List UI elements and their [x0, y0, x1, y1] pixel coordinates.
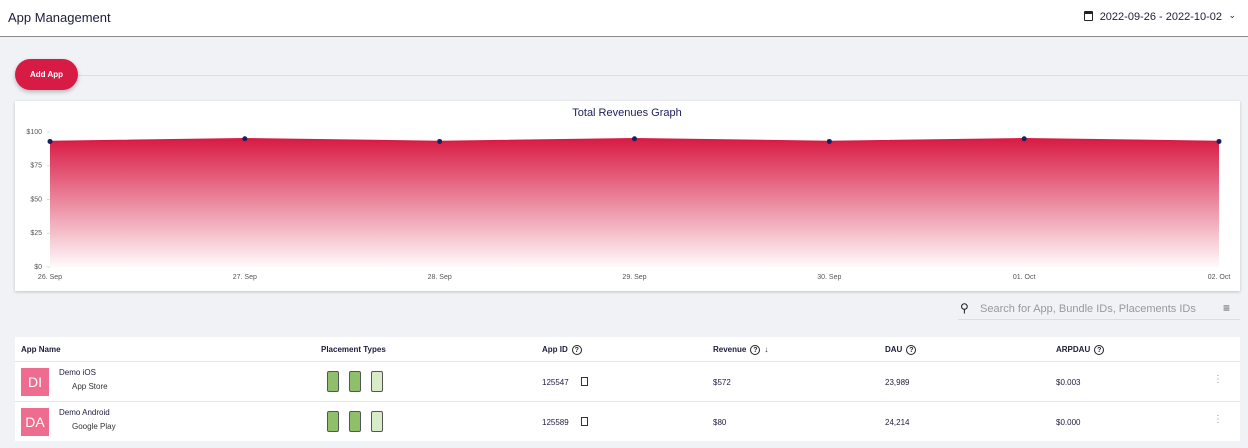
chart-title: Total Revenues Graph	[572, 107, 681, 119]
page-title: App Management	[8, 10, 111, 25]
placement-icon	[327, 411, 339, 432]
x-tick-label: 01. Oct	[1013, 274, 1036, 281]
dau: 23,989	[885, 378, 910, 387]
dropdown-icon[interactable]: ⌄	[1228, 10, 1236, 20]
point	[437, 138, 443, 144]
filter-icon[interactable]: ≡	[1222, 301, 1230, 315]
chart: Total Revenues Graph $0 $25 $50 $75 $100 26. …	[26, 107, 1231, 281]
column-header: ARPDAU?	[1056, 345, 1105, 355]
column-title: App Name	[21, 345, 61, 354]
column-title: DAU	[885, 345, 903, 355]
row-menu[interactable]: ⋮	[1213, 374, 1223, 385]
copy-icon	[581, 417, 588, 426]
x-tick-label: 30. Sep	[817, 274, 841, 281]
column-title: App ID	[542, 345, 568, 355]
placement-icon	[371, 371, 383, 392]
x-tick-label: 27. Sep	[233, 274, 257, 281]
arpdau: $0.003	[1056, 378, 1081, 387]
column-header: Revenue? ↓	[713, 345, 768, 355]
column-header: App Name	[21, 345, 61, 354]
y-tick-label: $75	[30, 163, 42, 170]
point	[1216, 138, 1222, 144]
calendar-icon	[1084, 11, 1093, 21]
point	[826, 138, 832, 144]
sort-icon: ↓	[764, 345, 769, 355]
table-row: DI Demo iOS App Store 125547 $572 23,989 $0.00…	[15, 361, 1240, 401]
column-header: DAU?	[885, 345, 917, 355]
app-table: App Name Placement Types App ID? Revenue? ↓ D…	[15, 337, 1240, 441]
store-name: App Store	[72, 382, 108, 391]
app-name: Demo iOS	[59, 368, 96, 377]
dau: 24,214	[885, 418, 910, 427]
divider	[78, 75, 1248, 76]
point	[47, 138, 53, 144]
app-avatar: DI	[21, 368, 49, 396]
x-tick-label: 28. Sep	[428, 274, 452, 281]
placement-icon	[327, 371, 339, 392]
column-title: Placement Types	[321, 345, 386, 354]
app-name: Demo Android	[59, 408, 110, 417]
y-tick-label: $25	[30, 230, 42, 237]
area	[50, 138, 1219, 267]
search-placeholder: Search for App, Bundle IDs, Placements I…	[980, 303, 1196, 315]
placement-icon	[349, 371, 361, 392]
column-title: ARPDAU	[1056, 345, 1091, 355]
placement-icon	[349, 411, 361, 432]
search-icon: ⚲	[960, 301, 969, 315]
column-header: Placement Types	[321, 345, 386, 354]
point	[242, 136, 248, 142]
header: App Management 2022-09-26 - 2022-10-02 ⌄	[0, 0, 1248, 37]
placement-icon	[371, 411, 383, 432]
store-name: Google Play	[72, 422, 116, 431]
help-icon: ?	[1094, 345, 1105, 355]
column-title: Revenue	[713, 345, 747, 355]
x-tick-label: 26. Sep	[38, 274, 62, 281]
point	[632, 136, 637, 142]
x-tick-label: 02. Oct	[1208, 274, 1231, 281]
revenue: $572	[713, 378, 731, 387]
revenue: $80	[713, 418, 727, 427]
help-icon: ?	[906, 345, 917, 355]
search-box[interactable]: ⚲ Search for App, Bundle IDs, Placements…	[958, 298, 1240, 320]
arpdau: $0.000	[1056, 418, 1081, 427]
app-id: 125589	[542, 418, 569, 427]
date-range[interactable]: 2022-09-26 - 2022-10-02	[1099, 11, 1222, 23]
y-tick-label: $50	[30, 196, 42, 203]
app-id: 125547	[542, 378, 569, 387]
x-tick-label: 29. Sep	[622, 274, 646, 281]
add-app-button[interactable]: Add App	[15, 59, 78, 90]
copy-icon	[581, 377, 588, 386]
row-menu[interactable]: ⋮	[1213, 414, 1223, 425]
point	[1021, 136, 1027, 142]
chart-card: Total Revenues Graph $0 $25 $50 $75 $100 26. …	[15, 101, 1240, 291]
column-header: App ID?	[542, 345, 582, 355]
help-icon: ?	[750, 345, 761, 355]
y-tick-label: $0	[34, 264, 42, 271]
y-tick-label: $100	[26, 129, 42, 136]
table-row: DA Demo Android Google Play 125589 $80 24,214…	[15, 401, 1240, 441]
help-icon: ?	[571, 345, 582, 355]
app-avatar: DA	[21, 408, 49, 436]
